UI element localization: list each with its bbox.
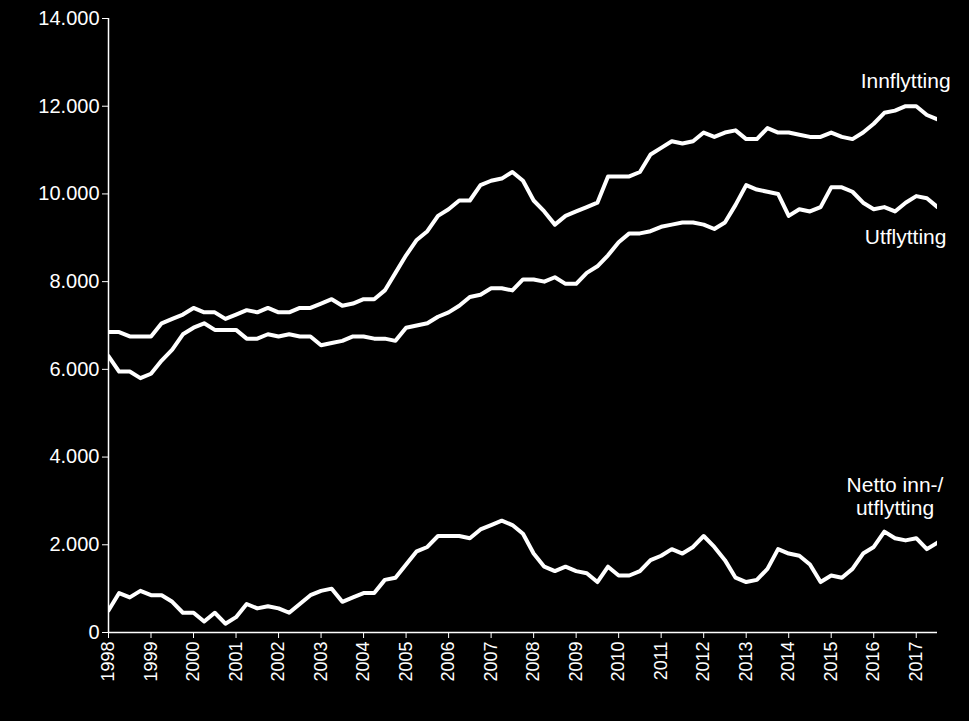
svg-text:2.000: 2.000 bbox=[49, 533, 99, 555]
svg-text:2016: 2016 bbox=[863, 642, 883, 682]
svg-text:2004: 2004 bbox=[353, 642, 373, 682]
svg-text:2012: 2012 bbox=[693, 642, 713, 682]
svg-text:2009: 2009 bbox=[566, 642, 586, 682]
svg-text:2014: 2014 bbox=[778, 642, 798, 682]
svg-text:6.000: 6.000 bbox=[49, 358, 99, 380]
svg-text:2000: 2000 bbox=[183, 642, 203, 682]
svg-text:4.000: 4.000 bbox=[49, 445, 99, 467]
svg-text:2015: 2015 bbox=[821, 642, 841, 682]
svg-text:1999: 1999 bbox=[141, 642, 161, 682]
svg-text:2010: 2010 bbox=[608, 642, 628, 682]
svg-text:2008: 2008 bbox=[523, 642, 543, 682]
svg-text:10.000: 10.000 bbox=[38, 182, 99, 204]
svg-text:2011: 2011 bbox=[651, 642, 671, 681]
svg-text:14.000: 14.000 bbox=[38, 7, 99, 29]
svg-text:8.000: 8.000 bbox=[49, 270, 99, 292]
svg-text:2006: 2006 bbox=[438, 642, 458, 682]
svg-text:2005: 2005 bbox=[396, 642, 416, 682]
svg-text:Netto inn-/utflytting: Netto inn-/utflytting bbox=[847, 473, 944, 519]
svg-text:12.000: 12.000 bbox=[38, 95, 99, 117]
svg-text:0: 0 bbox=[88, 621, 99, 643]
svg-text:2002: 2002 bbox=[268, 642, 288, 682]
svg-text:2003: 2003 bbox=[311, 642, 331, 682]
svg-text:Utflytting: Utflytting bbox=[865, 225, 947, 248]
svg-text:2017: 2017 bbox=[906, 642, 926, 682]
svg-text:1998: 1998 bbox=[98, 642, 118, 682]
svg-text:2001: 2001 bbox=[226, 642, 246, 682]
svg-text:Innflytting: Innflytting bbox=[861, 69, 951, 92]
svg-text:2007: 2007 bbox=[481, 642, 501, 682]
svg-text:2013: 2013 bbox=[736, 642, 756, 682]
